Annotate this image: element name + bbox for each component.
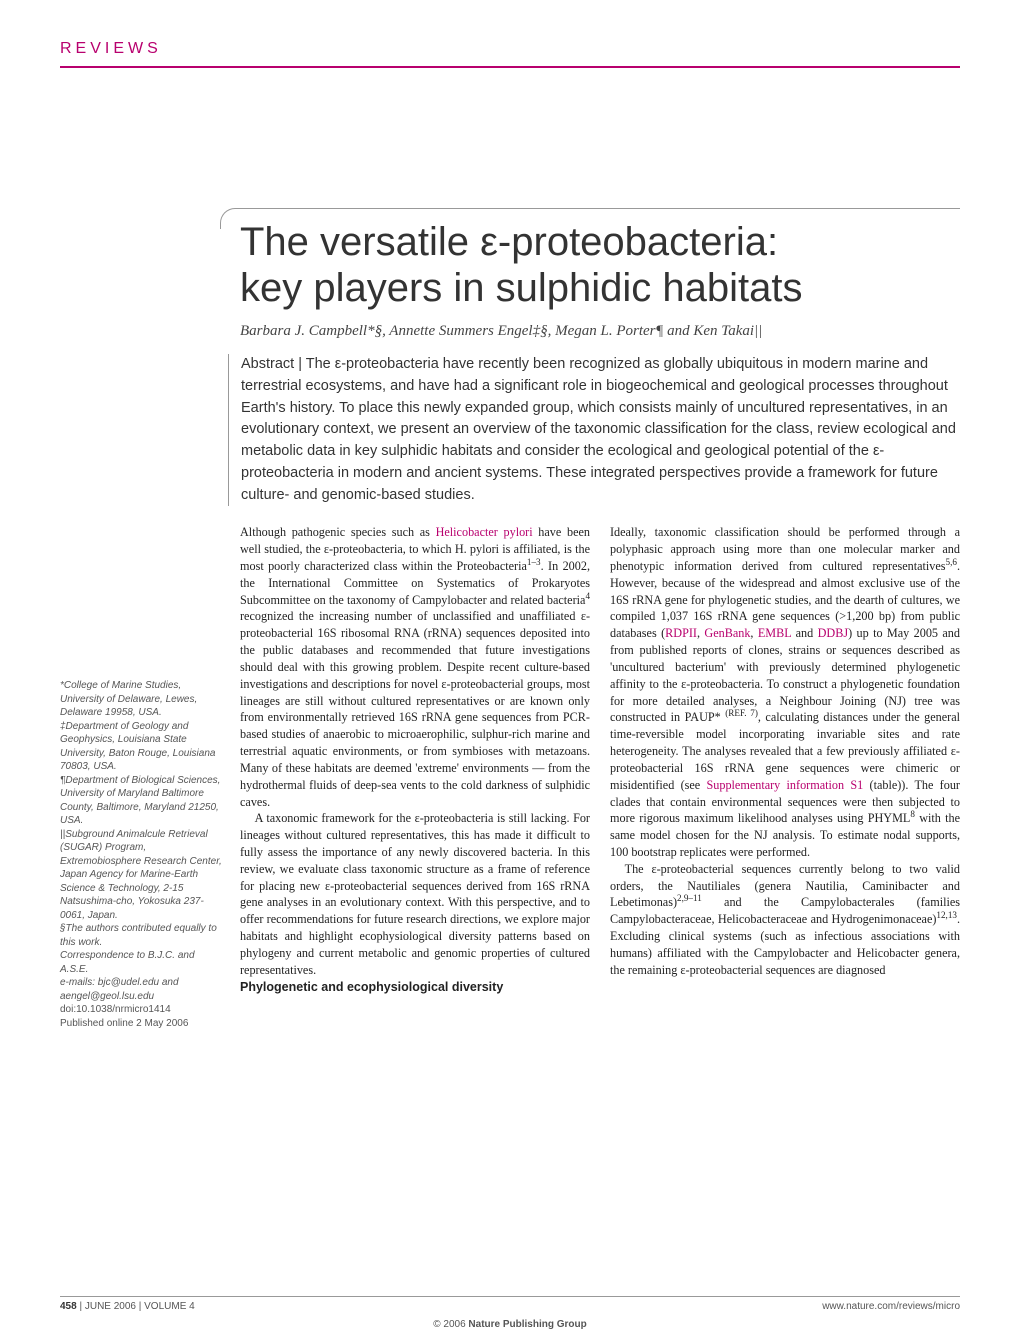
top-divider xyxy=(60,66,960,68)
link-rdpii[interactable]: RDPII xyxy=(665,626,697,640)
link-embl[interactable]: EMBL xyxy=(758,626,791,640)
footer-url: www.nature.com/reviews/micro xyxy=(822,1301,960,1312)
section-label: REVIEWS xyxy=(60,40,960,58)
abstract-label: Abstract | xyxy=(241,356,306,372)
ref-4: 4 xyxy=(585,591,590,601)
affiliation-3: ¶Department of Biological Sciences, Univ… xyxy=(60,774,222,828)
affiliation-1: *College of Marine Studies, University o… xyxy=(60,679,222,720)
article-header: The versatile ε-proteobacteria: key play… xyxy=(240,208,960,506)
publish-date: Published online 2 May 2006 xyxy=(60,1017,222,1031)
paragraph-3: Ideally, taxonomic classification should… xyxy=(610,524,960,861)
ref-12-13: 12,13 xyxy=(936,910,957,920)
copyright-publisher: Nature Publishing Group xyxy=(468,1319,586,1330)
paragraph-2: A taxonomic framework for the ε-proteoba… xyxy=(240,810,590,978)
ref-7: (REF. 7) xyxy=(725,708,758,718)
affiliations-sidebar: *College of Marine Studies, University o… xyxy=(60,524,222,1030)
ref-2-9-11: 2,9–11 xyxy=(677,893,702,903)
affiliation-4: ||Subground Animalcule Retrieval (SUGAR)… xyxy=(60,828,222,923)
paragraph-4: The ε-proteobacterial sequences currentl… xyxy=(610,861,960,979)
link-supplementary[interactable]: Supplementary information S1 xyxy=(706,778,863,792)
abstract-text: The ε-proteobacteria have recently been … xyxy=(241,356,956,503)
doi: doi:10.1038/nrmicro1414 xyxy=(60,1003,222,1017)
article-title: The versatile ε-proteobacteria: key play… xyxy=(240,219,960,311)
link-genbank[interactable]: GenBank xyxy=(704,626,750,640)
paragraph-1: Although pathogenic species such as Heli… xyxy=(240,524,590,810)
correspondence: Correspondence to B.J.C. and A.S.E. xyxy=(60,949,222,976)
title-line-2: key players in sulphidic habitats xyxy=(240,266,803,310)
footer-issue: | JUNE 2006 | VOLUME 4 xyxy=(77,1301,195,1312)
link-helicobacter[interactable]: Helicobacter pylori xyxy=(436,525,533,539)
author-list: Barbara J. Campbell*§, Annette Summers E… xyxy=(240,323,960,340)
affiliation-5: §The authors contributed equally to this… xyxy=(60,922,222,949)
ref-1-3: 1–3 xyxy=(527,557,541,567)
body-columns: Although pathogenic species such as Heli… xyxy=(240,524,960,1030)
affiliation-2: ‡Department of Geology and Geophysics, L… xyxy=(60,720,222,774)
abstract: Abstract | The ε-proteobacteria have rec… xyxy=(241,354,960,506)
page-footer: 458 | JUNE 2006 | VOLUME 4 www.nature.co… xyxy=(60,1296,960,1312)
section-heading-phylo: Phylogenetic and ecophysiological divers… xyxy=(240,979,590,996)
link-ddbj[interactable]: DDBJ xyxy=(818,626,848,640)
ref-5-6: 5,6 xyxy=(946,557,957,567)
footer-left: 458 | JUNE 2006 | VOLUME 4 xyxy=(60,1301,195,1312)
page-number: 458 xyxy=(60,1301,77,1312)
title-line-1: The versatile ε-proteobacteria: xyxy=(240,220,778,264)
copyright: © 2006 Nature Publishing Group xyxy=(0,1319,1020,1330)
emails: e-mails: bjc@udel.edu and aengel@geol.ls… xyxy=(60,976,222,1003)
